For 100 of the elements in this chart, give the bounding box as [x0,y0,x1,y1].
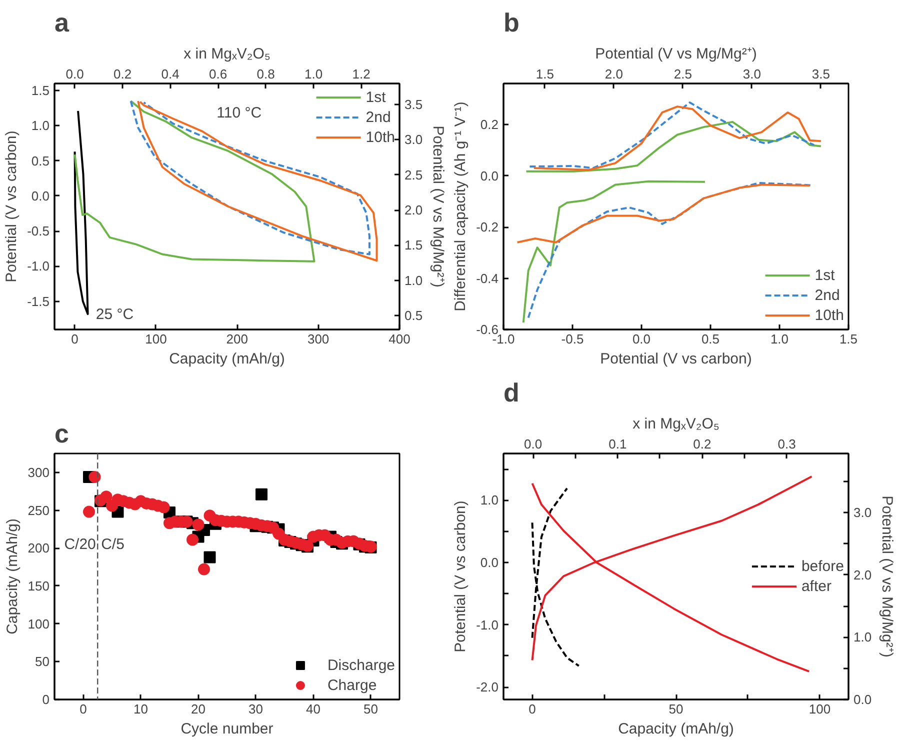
y-tick-label: 0.0 [480,168,499,184]
x-tick-label: 20 [191,702,206,716]
y-tick-label: -0.2 [476,220,499,234]
x-axis-title: Capacity (mAh/g) [618,720,734,738]
x2-tick-label: 0.2 [114,66,132,82]
legend-label: before [801,558,844,574]
annotation: C/5 [101,536,124,554]
y-tick-label: -0.5 [27,224,50,239]
x2-tick-label: 0.4 [161,66,180,82]
y-tick-label: 0.5 [31,153,50,168]
chart-title: d [504,378,520,408]
y2-tick-label: 1.0 [854,630,872,645]
chart-title: b [504,8,520,38]
x-tick-label: 50 [364,702,378,716]
y-tick-label: -1.0 [476,617,499,632]
y-tick-label: 100 [28,616,50,632]
chart-title: a [54,8,70,38]
x2-tick-label: 0.0 [66,66,84,82]
y-tick-label: 50 [35,654,50,670]
x-axis-title: Capacity (mAh/g) [169,350,285,368]
y2-tick-label: 0.5 [404,308,423,323]
y-tick-label: -1.0 [27,258,50,274]
x-axis-title: Cycle number [180,720,274,738]
legend-label: 2nd [814,286,840,304]
y-axis-title: Differential capacity (Ah g⁻¹ V⁻¹) [452,102,470,312]
y-tick-label: -0.4 [476,270,499,286]
legend-label: 10th [814,306,844,324]
y2-tick-label: 2.5 [404,167,423,182]
y2-tick-label: 3.0 [854,505,872,520]
y2-axis-title: Potential (V vs Mg/Mg²⁺) [430,126,447,288]
y-tick-label: -1.5 [27,294,50,309]
y-tick-label: 1.0 [31,118,50,134]
y-tick-label: 200 [28,540,50,556]
x-tick-label: 400 [388,332,410,346]
x2-tick-label: 0.2 [693,436,712,452]
y2-tick-label: 3.5 [404,97,423,112]
y-tick-label: 300 [28,464,50,480]
x2-axis-title: x in MgₓV₂O₅ [632,416,720,432]
legend-label: 1st [814,266,835,284]
x2-tick-label: 2.0 [604,66,623,82]
legend-label: after [801,578,832,594]
x2-tick-label: 0.0 [524,436,542,452]
legend-label: Charge [327,676,377,694]
x2-tick-label: 3.0 [742,66,761,82]
x-tick-label: 0.5 [701,332,720,346]
y-tick-label: 0 [42,692,50,707]
y2-tick-label: 0.0 [854,692,872,707]
x-tick-label: 1.5 [839,332,858,346]
y-tick-label: 0.0 [480,554,499,570]
x2-tick-label: 2.5 [674,66,692,82]
y-axis-title: Capacity (mAh/g) [4,518,21,634]
x-tick-label: 30 [248,702,263,716]
y2-axis-title: Potential (V vs Mg/Mg²⁺) [878,496,896,658]
legend-label: 10th [366,128,395,146]
y-tick-label: 1.5 [31,83,50,98]
y-tick-label: -0.6 [476,322,499,337]
x-tick-label: 0.0 [632,332,651,346]
chart-title: c [54,418,69,448]
annotation: 110 °C [216,104,262,122]
y2-tick-label: 2.0 [404,202,423,218]
y-axis-title: Potential (V vs carbon) [3,130,20,282]
annotation: C/20 [64,536,96,554]
x-tick-label: 200 [226,332,248,346]
x-tick-label: 100 [808,702,831,716]
x-axis-title: Potential (V vs carbon) [600,350,752,368]
x-tick-label: 0 [71,332,78,346]
x2-tick-label: 3.5 [812,66,830,82]
y-tick-label: 150 [28,578,50,594]
x-tick-label: -0.5 [561,332,584,346]
x-tick-label: 10 [134,702,148,716]
x2-axis-title: x in MgₓV₂O₅ [184,46,270,62]
y-tick-label: -2.0 [476,680,499,695]
x2-tick-label: 0.3 [778,436,796,452]
legend-label: Discharge [327,656,395,674]
x2-tick-label: 1.0 [304,66,323,82]
x2-axis-title: Potential (V vs Mg/Mg²⁺) [595,46,757,62]
x-tick-label: 50 [668,702,684,716]
y2-tick-label: 1.0 [404,272,423,288]
x2-tick-label: 0.1 [608,436,627,452]
y-tick-label: 0.0 [31,188,50,204]
annotation: 25 °C [96,306,134,324]
x-tick-label: 0 [80,702,87,716]
y2-tick-label: 2.0 [854,567,872,582]
x2-tick-label: 0.6 [209,66,228,82]
x-tick-label: 0 [528,702,536,716]
y-axis-title: Potential (V vs carbon) [452,500,470,652]
x2-tick-label: 1.2 [352,66,370,82]
legend-label: 1st [366,88,386,106]
x-tick-label: 1.0 [770,332,789,346]
y-tick-label: 0.2 [480,117,499,132]
x-tick-label: 300 [307,332,330,346]
x-tick-label: 40 [306,702,320,716]
y-tick-label: 250 [28,502,50,518]
x-tick-label: 100 [145,332,167,346]
x2-tick-label: 0.8 [256,66,275,82]
x2-tick-label: 1.5 [536,66,554,82]
y2-tick-label: 3.0 [404,132,423,148]
legend-label: 2nd [366,108,391,126]
y2-tick-label: 1.5 [404,238,423,253]
y-tick-label: 1.0 [480,492,499,508]
